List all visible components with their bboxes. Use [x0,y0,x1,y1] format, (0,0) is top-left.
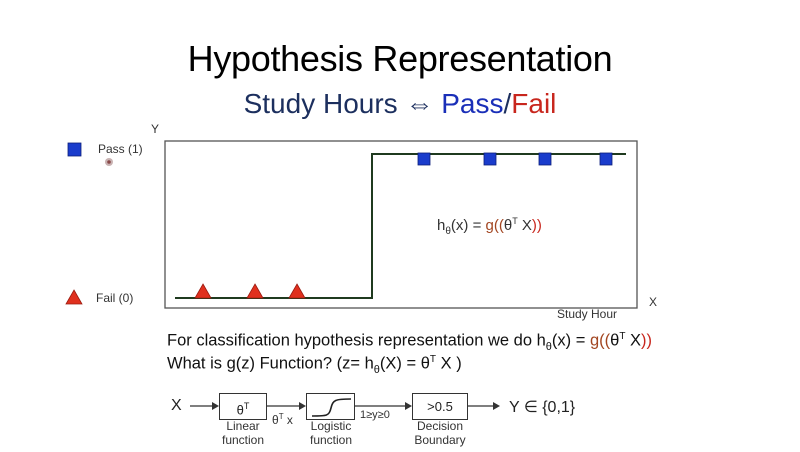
classification-text: For classification hypothesis representa… [167,331,653,353]
pass-point-1 [417,152,431,166]
slide-subtitle: Study Hours ⇔ Pass/Fail [0,88,800,120]
linear-function-caption: Linear function [221,419,265,447]
subtitle-pass: Pass [441,88,504,119]
logistic-function-caption: Logistic function [309,419,353,447]
decision-boundary-caption: Decision Boundary [414,419,466,447]
fail-point-3 [288,283,306,299]
edge-theta-x: θT x [272,412,293,427]
x-axis-caption: Study Hour [557,307,618,321]
legend-fail-triangle-icon [65,289,83,305]
linear-function-box: θT [219,393,267,420]
x-axis-label: X [649,295,658,309]
step-function-curve [175,153,626,299]
hypothesis-formula: hθ(x) = g((θT X)) [437,216,542,237]
y-axis-label: Y [151,122,160,136]
flow-arrowhead-4 [493,402,500,410]
logistic-function-box [306,393,355,420]
slide-title: Hypothesis Representation [187,38,613,79]
subtitle-fail: Fail [511,88,557,119]
pass-point-3 [538,152,552,166]
edge-range-label: 1≥y≥0 [360,409,390,421]
fail-point-2 [246,283,264,299]
fail-point-1 [194,283,212,299]
flow-arrowhead-2 [299,402,306,410]
flow-arrowhead-1 [212,402,219,410]
flow-arrowhead-3 [405,402,412,410]
decision-boundary-box: >0.5 [412,393,468,420]
flow-input-x: X [171,397,182,414]
legend-fail-label: Fail (0) [96,291,134,305]
pass-point-2 [483,152,497,166]
data-points [194,152,613,299]
flow-output: Y ∈ {0,1} [509,399,576,416]
pass-point-4 [599,152,613,166]
gz-question-text: What is g(z) Function? (z= hθ(X) = θT X … [167,354,462,376]
subtitle-slash: / [503,88,512,119]
plot-frame [164,140,638,309]
cursor-dot-center [107,160,111,164]
sigmoid-icon [311,398,352,417]
subtitle-study-hours: Study Hours ⇔ [243,88,442,119]
legend-pass-square-icon [67,142,82,157]
legend-pass-label: Pass (1) [98,142,143,156]
